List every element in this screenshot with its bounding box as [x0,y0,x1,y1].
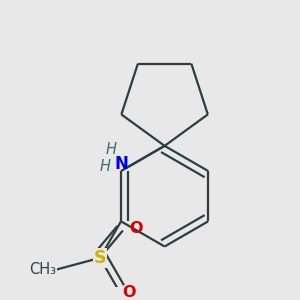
Text: O: O [122,285,136,300]
Text: H: H [105,142,116,157]
Text: CH₃: CH₃ [29,262,56,277]
Text: H: H [100,160,111,175]
Text: O: O [129,221,142,236]
Text: N: N [115,155,128,173]
Text: S: S [94,249,106,267]
